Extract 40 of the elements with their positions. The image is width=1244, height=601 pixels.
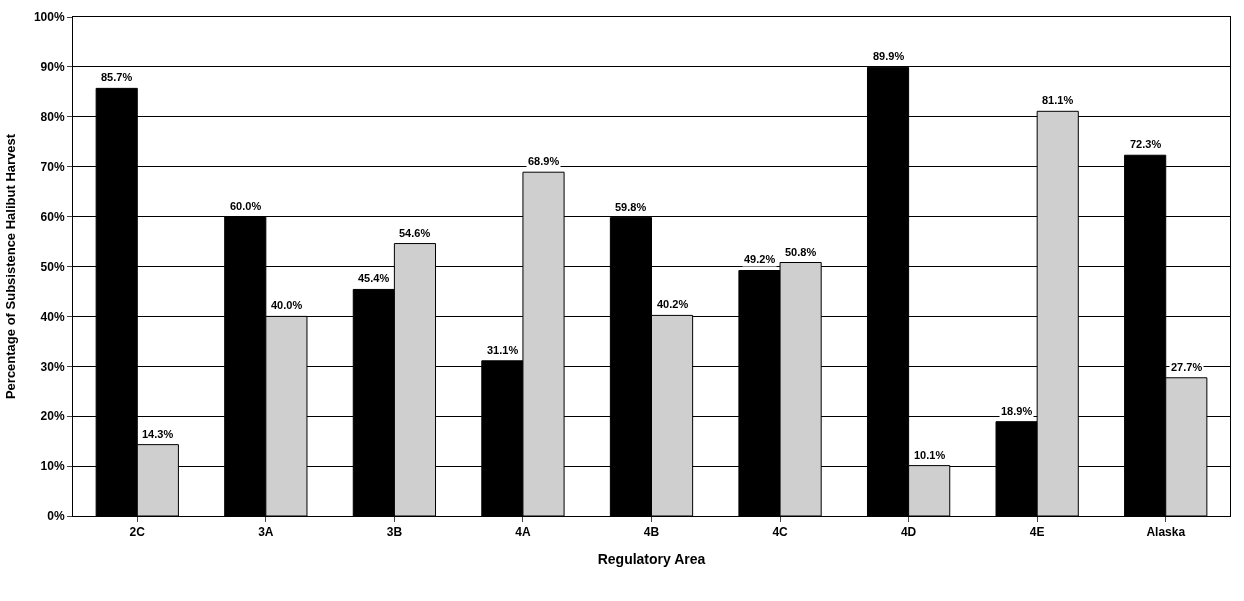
- y-tick-label: 60%: [40, 209, 65, 224]
- y-tick-label: 50%: [40, 259, 65, 274]
- data-label: 10.1%: [914, 449, 946, 461]
- y-tick-label: 30%: [40, 359, 65, 374]
- data-label: 14.3%: [142, 428, 174, 440]
- y-tick-label: 0%: [47, 509, 65, 524]
- data-label: 85.7%: [101, 71, 133, 83]
- data-label: 59.8%: [615, 201, 647, 213]
- data-label: 50.8%: [785, 246, 817, 258]
- x-tick-label: 2C: [129, 525, 146, 540]
- x-tick-label: 3B: [386, 525, 403, 540]
- y-tick-label: 70%: [40, 159, 65, 174]
- data-label: 40.2%: [657, 298, 689, 310]
- data-label: 68.9%: [528, 155, 560, 167]
- data-label: 89.9%: [873, 50, 905, 62]
- x-axis-title: Regulatory Area: [597, 550, 706, 567]
- y-tick-label: 100%: [33, 10, 65, 25]
- x-tick-label: 4B: [643, 525, 660, 540]
- x-tick-label: 4A: [515, 525, 531, 540]
- x-tick-label: 4C: [772, 525, 789, 540]
- y-axis-title: Percentage of Subsistence Halibut Harvest: [2, 133, 18, 400]
- data-label: 18.9%: [1001, 405, 1033, 417]
- y-tick-label: 10%: [40, 459, 65, 474]
- data-label: 45.4%: [358, 272, 390, 284]
- x-tick-label: 3A: [258, 525, 274, 540]
- data-label: 54.6%: [399, 227, 431, 239]
- data-label: 60.0%: [230, 200, 262, 212]
- data-label: 31.1%: [487, 344, 519, 356]
- x-tick-label: 4E: [1029, 525, 1045, 540]
- y-tick-label: 20%: [40, 409, 65, 424]
- data-label: 72.3%: [1130, 138, 1162, 150]
- data-label: 40.0%: [271, 299, 303, 311]
- x-tick-label: Alaska: [1146, 525, 1186, 540]
- y-tick-label: 40%: [40, 309, 65, 324]
- y-tick-label: 80%: [40, 110, 65, 124]
- data-label: 49.2%: [744, 253, 776, 265]
- x-tick-label: 4D: [900, 525, 917, 540]
- data-label: 81.1%: [1042, 94, 1074, 106]
- y-tick-label: 90%: [40, 60, 65, 75]
- data-label: 27.7%: [1171, 361, 1203, 373]
